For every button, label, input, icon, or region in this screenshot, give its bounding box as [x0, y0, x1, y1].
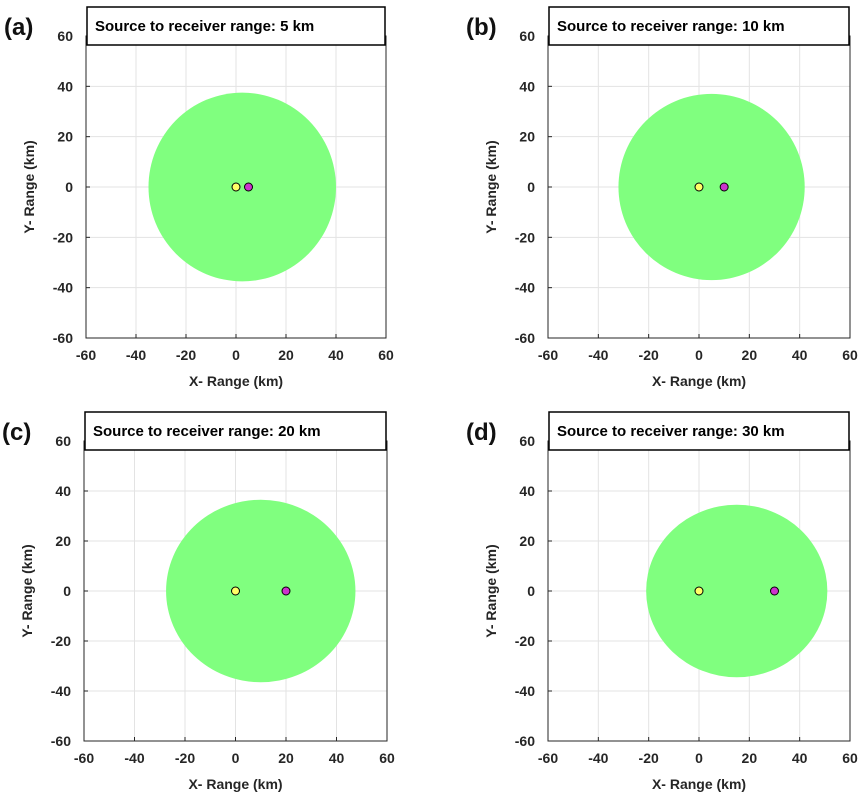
y-axis-label: Y- Range (km) — [483, 544, 499, 637]
x-axis-label: X- Range (km) — [188, 776, 282, 792]
y-axis-label: Y- Range (km) — [19, 544, 35, 637]
y-tick-label: 40 — [57, 78, 73, 94]
chart-title: Source to receiver range: 5 km — [86, 6, 386, 46]
x-tick-label: -60 — [76, 347, 96, 363]
title-text: Source to receiver range: 30 km — [557, 423, 785, 440]
x-tick-label: -40 — [124, 750, 144, 766]
y-tick-label: 60 — [519, 28, 535, 44]
x-tick-label: 0 — [232, 750, 240, 766]
y-tick-label: 0 — [527, 583, 535, 599]
y-tick-label: -40 — [515, 683, 535, 699]
y-tick-label: 20 — [57, 129, 73, 145]
source-marker — [231, 586, 240, 596]
title-box — [84, 411, 387, 451]
y-tick-label: -20 — [53, 229, 73, 245]
y-tick-label: 0 — [527, 179, 535, 195]
x-tick-label: 0 — [232, 347, 240, 363]
receiver-marker — [244, 182, 253, 192]
y-tick-label: -20 — [515, 633, 535, 649]
title-text: Source to receiver range: 20 km — [93, 423, 321, 440]
x-tick-label: 20 — [742, 750, 758, 766]
x-tick-label: 60 — [379, 750, 395, 766]
x-tick-label: -40 — [126, 347, 146, 363]
y-tick-label: 60 — [57, 28, 73, 44]
y-tick-label: -60 — [515, 733, 535, 749]
x-tick-label: -60 — [538, 750, 558, 766]
x-tick-label: -60 — [74, 750, 94, 766]
x-axis-label: X- Range (km) — [652, 776, 746, 792]
source-marker — [694, 182, 704, 192]
y-tick-label: -20 — [51, 633, 71, 649]
y-tick-label: 20 — [519, 533, 535, 549]
title-text: Source to receiver range: 10 km — [557, 18, 785, 35]
x-tick-label: -20 — [639, 347, 659, 363]
x-tick-label: 40 — [329, 750, 345, 766]
x-tick-label: 20 — [742, 347, 758, 363]
chart-panel-c: -60-60 -40 -40 -20 -20 0 0 20 20 40 40 60 60 X- Range… — [2, 411, 395, 792]
receiver-marker — [770, 586, 779, 596]
chart-panel-b: -60-60 -40 -40 -20 -20 0 0 20 20 40 40 60 60 X- Range… — [466, 6, 858, 389]
y-tick-label: -60 — [53, 330, 73, 346]
x-tick-label: 40 — [328, 347, 344, 363]
y-tick-label: -40 — [53, 280, 73, 296]
chart-panel-a: -60-60 -40 -40 -20 -20 0 0 20 20 40 40 60 60 X- Range… — [4, 6, 394, 389]
y-tick-label: -20 — [515, 229, 535, 245]
y-tick-label: 0 — [65, 179, 73, 195]
coverage-region — [618, 93, 805, 281]
chart-title: Source to receiver range: 30 km — [548, 411, 850, 451]
y-tick-label: -40 — [51, 683, 71, 699]
panel-label: (c) — [2, 419, 31, 446]
y-tick-label: 20 — [55, 533, 71, 549]
y-tick-label: -60 — [515, 330, 535, 346]
y-axis-label: Y- Range (km) — [483, 140, 499, 233]
x-tick-label: -20 — [176, 347, 196, 363]
y-tick-label: -40 — [515, 280, 535, 296]
chart-title: Source to receiver range: 10 km — [548, 6, 850, 46]
title-box — [86, 6, 386, 46]
x-tick-label: 20 — [278, 347, 294, 363]
x-axis-label: X- Range (km) — [652, 373, 746, 389]
panel-label: (a) — [4, 14, 33, 41]
title-text: Source to receiver range: 5 km — [95, 18, 314, 35]
y-tick-label: 40 — [55, 483, 71, 499]
panel-label: (b) — [466, 14, 497, 41]
receiver-marker — [281, 586, 291, 596]
y-tick-label: -60 — [51, 733, 71, 749]
x-tick-label: 0 — [695, 347, 703, 363]
y-tick-label: 20 — [519, 129, 535, 145]
x-tick-label: 20 — [278, 750, 294, 766]
x-tick-label: 0 — [695, 750, 703, 766]
x-tick-label: -20 — [175, 750, 195, 766]
title-box — [548, 6, 850, 46]
chart-title: Source to receiver range: 20 km — [84, 411, 387, 451]
title-box — [548, 411, 850, 451]
y-tick-label: 60 — [55, 433, 71, 449]
x-tick-label: -60 — [538, 347, 558, 363]
x-axis-label: X- Range (km) — [189, 373, 283, 389]
chart-panel-d: -60-60 -40 -40 -20 -20 0 0 20 20 40 40 60 60 X- Range… — [466, 411, 858, 792]
coverage-region — [148, 92, 336, 282]
x-tick-label: 60 — [378, 347, 394, 363]
source-marker — [231, 182, 241, 192]
x-tick-label: -20 — [639, 750, 659, 766]
x-tick-label: 60 — [842, 750, 858, 766]
x-tick-label: -40 — [588, 750, 608, 766]
panel-label: (d) — [466, 419, 497, 446]
coverage-region — [166, 499, 356, 683]
y-tick-label: 0 — [63, 583, 71, 599]
x-tick-label: 40 — [792, 750, 808, 766]
receiver-marker — [719, 182, 729, 192]
x-tick-label: 40 — [792, 347, 808, 363]
y-tick-label: 40 — [519, 78, 535, 94]
y-tick-label: 40 — [519, 483, 535, 499]
source-marker — [694, 586, 704, 596]
x-tick-label: 60 — [842, 347, 858, 363]
y-tick-label: 60 — [519, 433, 535, 449]
coverage-region — [646, 504, 828, 678]
y-axis-label: Y- Range (km) — [21, 140, 37, 233]
x-tick-label: -40 — [588, 347, 608, 363]
